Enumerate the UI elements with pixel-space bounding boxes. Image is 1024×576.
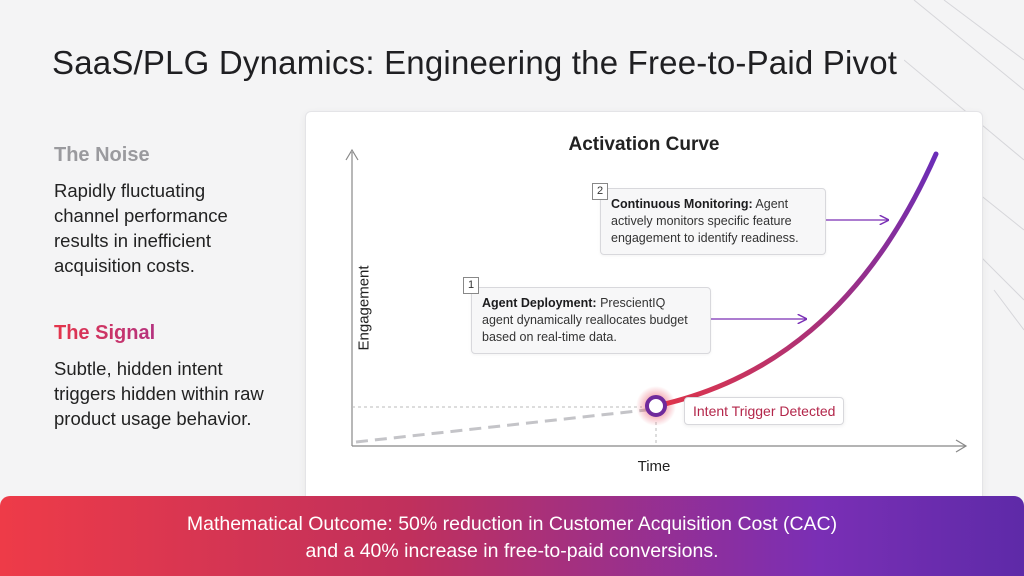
- x-axis-label: Time: [637, 458, 671, 475]
- page-title: SaaS/PLG Dynamics: Engineering the Free-…: [52, 44, 898, 81]
- callout-2-text: Agent actively monitors specific feature…: [611, 197, 799, 245]
- signal-text: Subtle, hidden intent triggers hidden wi…: [54, 358, 264, 429]
- y-axis-arrow-icon: [345, 148, 359, 161]
- noise-heading: The Noise: [54, 144, 150, 166]
- activation-curve-line: [653, 151, 939, 409]
- activation-curve-diagram: [345, 148, 968, 453]
- callout-1-title: Agent Deployment:: [482, 296, 597, 310]
- callout-continuous-monitoring: Continuous Monitoring: Agent actively mo…: [600, 188, 826, 255]
- x-axis-arrow-icon: [955, 439, 968, 453]
- baseline-dashed-line: [355, 408, 647, 444]
- signal-heading: The Signal: [54, 322, 274, 345]
- diagram-title: Activation Curve: [568, 134, 720, 155]
- outcome-line-1: Mathematical Outcome: 50% reduction in C…: [186, 513, 838, 535]
- step-2-badge: 2: [592, 183, 608, 200]
- activation-curve-card: Activation Curve Engagement Time Continu…: [305, 111, 983, 513]
- intent-trigger-label: Intent Trigger Detected: [684, 397, 845, 425]
- outcome-banner: Mathematical Outcome: 50% reduction in C…: [0, 496, 1024, 576]
- noise-text: Rapidly fluctuating channel performance …: [54, 180, 228, 276]
- trigger-point-icon: [645, 395, 667, 417]
- callout-1-text: PrescientIQ agent dynamically reallocate…: [482, 296, 688, 344]
- y-axis-label: Engagement: [355, 265, 373, 351]
- step-1-badge: 1: [463, 277, 479, 294]
- outcome-line-2: and a 40% increase in free-to-paid conve…: [305, 540, 719, 562]
- callout-agent-deployment: Agent Deployment: PrescientIQ agent dyna…: [471, 287, 711, 354]
- callout-2-title: Continuous Monitoring:: [611, 197, 753, 211]
